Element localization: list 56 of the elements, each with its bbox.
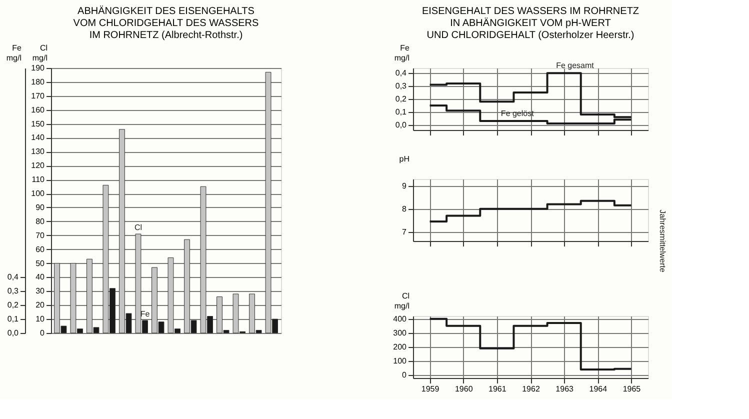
y2-axis-title: Fe mg/l bbox=[6, 44, 22, 62]
y-tick-label: 160 bbox=[31, 105, 46, 114]
x-tick-label: 1961 bbox=[488, 384, 507, 394]
y2-tick-label: 0,1 bbox=[7, 314, 20, 324]
x-tick-label: 1962 bbox=[522, 384, 540, 394]
y-tick-label: 150 bbox=[31, 119, 46, 128]
y2-tick-label: 0,0 bbox=[7, 328, 20, 338]
x-tick-label: 1965 bbox=[622, 384, 642, 394]
y-tick-label: 0,0 bbox=[395, 120, 408, 130]
y-tick-label: 120 bbox=[31, 161, 46, 170]
y-axis-title: Cl mg/l bbox=[394, 292, 410, 310]
y-tick-label: 60 bbox=[36, 244, 46, 254]
y-tick-label: 130 bbox=[31, 147, 46, 156]
y-tick-label: 80 bbox=[36, 216, 46, 226]
y-tick-label: 8 bbox=[402, 204, 408, 214]
y-tick-label: 20 bbox=[36, 300, 46, 310]
y-tick-label: 140 bbox=[31, 133, 46, 142]
y-tick-label: 300 bbox=[393, 328, 408, 338]
y2-tick-label: 0,4 bbox=[7, 272, 20, 282]
x-tick-label: 1959 bbox=[421, 384, 440, 394]
y-axis-title: pH bbox=[399, 154, 410, 164]
y-tick-label: 40 bbox=[36, 272, 46, 282]
y-axis-title: Cl mg/l bbox=[32, 44, 48, 62]
y-tick-label: 100 bbox=[393, 356, 408, 366]
y-tick-label: 170 bbox=[31, 91, 46, 100]
series-label: Fe gesamt bbox=[556, 61, 595, 70]
y2-tick-label: 0,3 bbox=[7, 286, 20, 296]
series-label: Fe bbox=[140, 309, 150, 318]
series-label: Cl bbox=[134, 222, 142, 232]
y-tick-label: 0 bbox=[402, 370, 408, 380]
y-tick-label: 0,4 bbox=[395, 68, 408, 78]
y-tick-label: 180 bbox=[31, 77, 46, 86]
y-tick-label: 200 bbox=[393, 342, 408, 352]
text: Jahresmittelwerte bbox=[658, 210, 667, 273]
x-tick-label: 1963 bbox=[556, 384, 574, 394]
y-tick-label: 110 bbox=[32, 175, 46, 184]
y-tick-label: 400 bbox=[393, 314, 408, 324]
y2-tick-label: 0,2 bbox=[7, 300, 20, 310]
y-tick-label: 190 bbox=[31, 64, 46, 72]
y-tick-label: 10 bbox=[36, 314, 46, 324]
y-tick-label: 0 bbox=[40, 328, 46, 338]
chart-title: ABHÄNGIGKEIT DES EISENGEHALTS VOM CHLORIDGEHALT DES WASSERS IM ROHRNETZ (Albrecht-Rothstr.) bbox=[73, 5, 260, 41]
y-tick-label: 30 bbox=[36, 286, 46, 296]
y-tick-label: 100 bbox=[31, 189, 46, 198]
x-tick-label: 1960 bbox=[454, 384, 474, 394]
x-tick-label: 1964 bbox=[589, 384, 608, 394]
y-tick-label: 0,1 bbox=[395, 107, 408, 116]
chart-title: EISENGEHALT DES WASSERS IM ROHRNETZ IN ABHÄNGIGKEIT VOM pH-WERT UND CHLORIDGEHALT (Osterholzer Heerstr.) bbox=[422, 6, 640, 41]
y-tick-label: 7 bbox=[402, 227, 408, 236]
y-tick-label: 50 bbox=[36, 258, 46, 268]
y-tick-label: 9 bbox=[402, 181, 408, 190]
y-tick-label: 0,3 bbox=[395, 82, 408, 91]
y-tick-label: 90 bbox=[36, 202, 46, 212]
y-tick-label: 0,2 bbox=[395, 94, 408, 104]
y-tick-label: 70 bbox=[36, 230, 46, 240]
y-axis-title: Fe mg/l bbox=[394, 44, 410, 62]
